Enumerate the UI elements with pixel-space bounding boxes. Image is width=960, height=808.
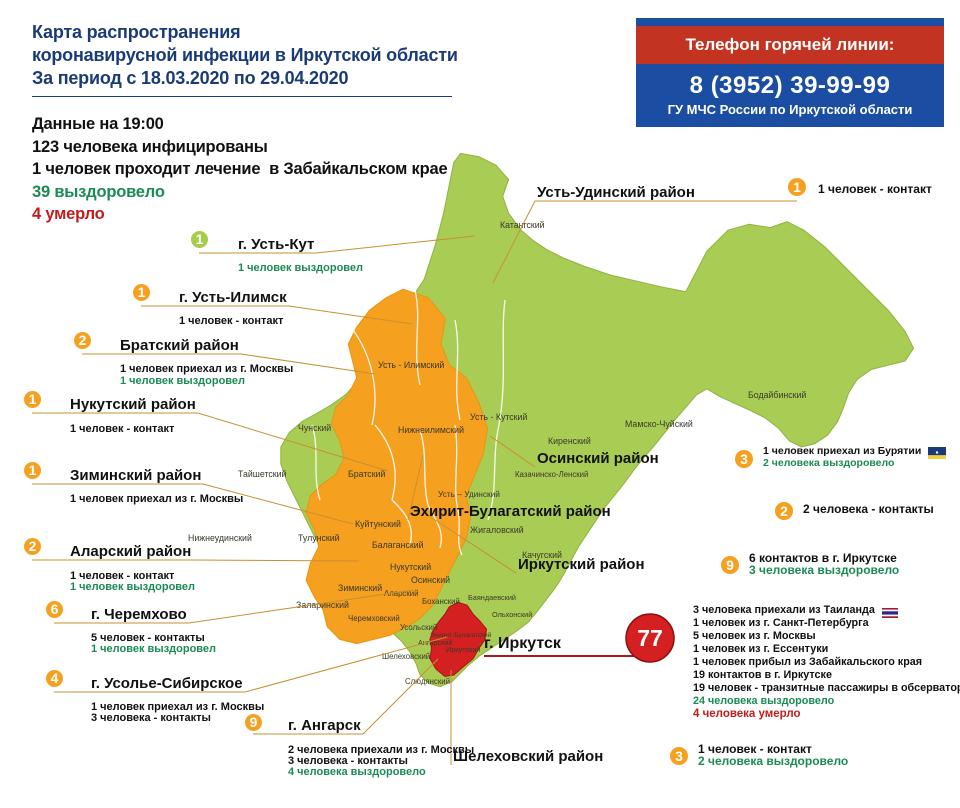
svg-text:77: 77 [637,625,663,651]
